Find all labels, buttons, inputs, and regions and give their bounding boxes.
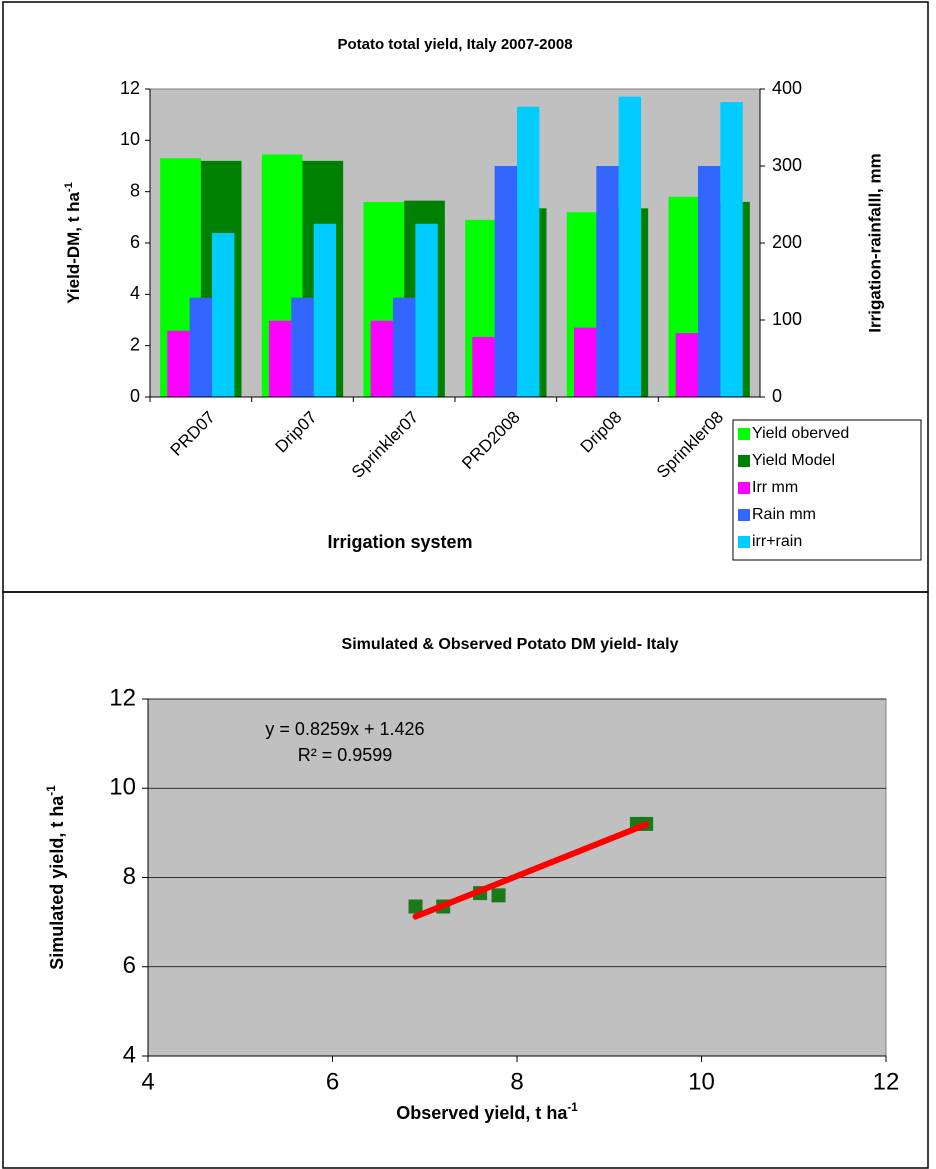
bar <box>517 106 540 398</box>
bar <box>291 297 314 397</box>
y2-tick-label: 400 <box>772 78 802 98</box>
bar <box>720 102 743 397</box>
bar <box>212 232 235 397</box>
legend-swatch <box>738 455 750 467</box>
y-axis-title-text: Simulated yield, t ha <box>47 795 67 970</box>
y-tick-label: 10 <box>120 129 140 149</box>
annotation: y = 0.8259x + 1.426 <box>265 719 424 739</box>
x-tick-label: 4 <box>141 1068 154 1095</box>
chart-title: Simulated & Observed Potato DM yield- It… <box>342 636 679 653</box>
legend-label: Yield Model <box>752 452 835 469</box>
y-tick-label: 8 <box>123 863 136 890</box>
y-tick-label: 4 <box>123 1041 136 1068</box>
x-tick-label: Sprinkler08 <box>653 408 727 482</box>
y-axis-title-text: Yield-DM, t ha <box>64 191 83 303</box>
legend-swatch <box>738 428 750 440</box>
point <box>408 899 423 914</box>
x-tick-label: 12 <box>873 1068 900 1095</box>
x-tick-label: 10 <box>688 1068 715 1095</box>
point <box>491 888 506 903</box>
y-axis-title-sup: -1 <box>45 785 58 796</box>
x-tick-label: 6 <box>326 1068 339 1095</box>
legend-label: Irr mm <box>752 479 798 496</box>
legend-swatch <box>738 536 750 548</box>
x-tick-label: 8 <box>510 1068 523 1095</box>
trendline <box>412 821 650 920</box>
x-axis-title: Observed yield, t ha-1 <box>396 1101 578 1123</box>
bar <box>472 336 495 397</box>
y-axis-title: Simulated yield, t ha-1 <box>45 785 67 970</box>
x-tick-label: Drip07 <box>272 408 321 457</box>
y2-tick-label: 100 <box>772 309 802 329</box>
legend-swatch <box>738 482 750 494</box>
plot-area <box>149 88 761 398</box>
legend-label: Rain mm <box>752 506 816 523</box>
y-axis-title-sup: -1 <box>63 182 75 192</box>
bar <box>596 166 619 397</box>
legend-label: Yield oberved <box>752 425 849 442</box>
y-tick-label: 0 <box>130 386 140 406</box>
y-tick-label: 2 <box>130 334 140 354</box>
y2-tick-label: 200 <box>772 232 802 252</box>
y-axis-title: Yield-DM, t ha-1 <box>63 182 84 304</box>
y2-tick-label: 300 <box>772 155 802 175</box>
legend-swatch <box>738 509 750 521</box>
bar <box>370 320 393 397</box>
x-tick-label: Sprinkler07 <box>348 408 422 482</box>
bar <box>392 297 416 397</box>
bar <box>618 96 642 397</box>
bar <box>494 166 518 397</box>
y-tick-label: 10 <box>109 774 136 801</box>
bar <box>268 320 292 397</box>
legend-label: irr+rain <box>752 533 802 550</box>
y-tick-label: 12 <box>120 78 140 98</box>
bar <box>697 166 721 397</box>
x-tick-label: PRD07 <box>167 408 219 460</box>
y-tick-label: 4 <box>130 283 140 303</box>
bar <box>313 223 337 397</box>
y-tick-label: 6 <box>130 232 140 252</box>
x-tick-label: PRD2008 <box>458 408 524 474</box>
bar <box>675 333 698 397</box>
y2-axis-title: Irrigation-rainfalll, mm <box>865 153 884 332</box>
chart-title: Potato total yield, Italy 2007-2008 <box>337 36 572 53</box>
bar <box>573 327 597 397</box>
bar <box>415 223 438 397</box>
cell-border <box>2 591 929 1169</box>
y-tick-label: 6 <box>123 952 136 979</box>
x-tick-label: Drip08 <box>577 408 626 457</box>
legend-box <box>732 419 922 561</box>
x-axis-title-sup: -1 <box>567 1101 578 1114</box>
x-axis-title-text: Observed yield, t ha <box>396 1103 568 1123</box>
annotation: R² = 0.9599 <box>298 745 393 765</box>
y-tick-label: 12 <box>109 684 136 711</box>
bar <box>167 330 190 397</box>
x-axis-title: Irrigation system <box>327 532 472 552</box>
bar <box>189 297 213 397</box>
y2-tick-label: 0 <box>772 386 782 406</box>
y-tick-label: 8 <box>130 180 140 200</box>
